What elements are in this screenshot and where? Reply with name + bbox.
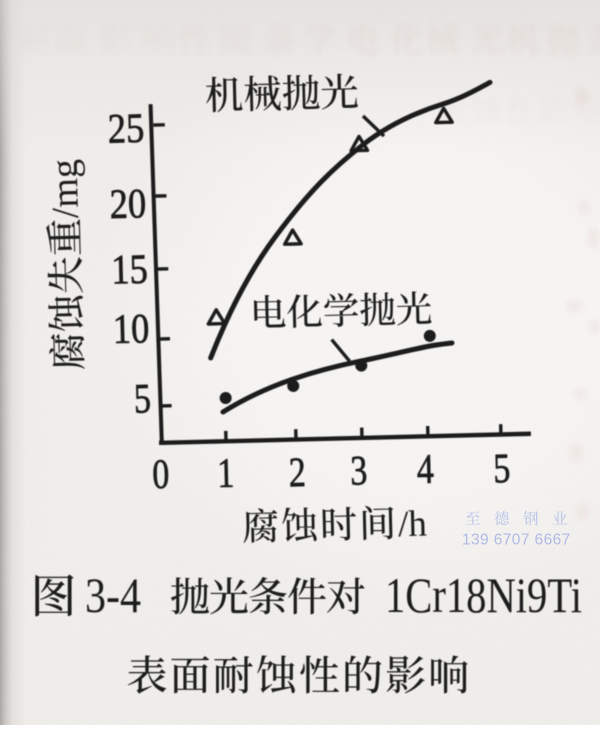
svg-text:25: 25: [107, 106, 145, 153]
svg-text:139 6707 6667: 139 6707 6667: [462, 532, 571, 549]
svg-text:3: 3: [350, 448, 368, 494]
svg-text:1Cr18Ni9Ti: 1Cr18Ni9Ti: [385, 567, 582, 623]
svg-text:1: 1: [217, 451, 235, 497]
svg-text:/mg: /mg: [44, 159, 87, 219]
svg-text:15: 15: [111, 247, 149, 294]
svg-text:/h: /h: [398, 504, 428, 546]
svg-text:5: 5: [493, 446, 511, 492]
svg-text:5: 5: [133, 376, 151, 422]
svg-text:20: 20: [109, 181, 147, 228]
svg-text:4: 4: [416, 447, 434, 493]
svg-text:3-4: 3-4: [85, 567, 141, 623]
svg-text:0: 0: [152, 452, 170, 498]
svg-text:10: 10: [112, 306, 150, 353]
svg-text:2: 2: [288, 450, 306, 496]
